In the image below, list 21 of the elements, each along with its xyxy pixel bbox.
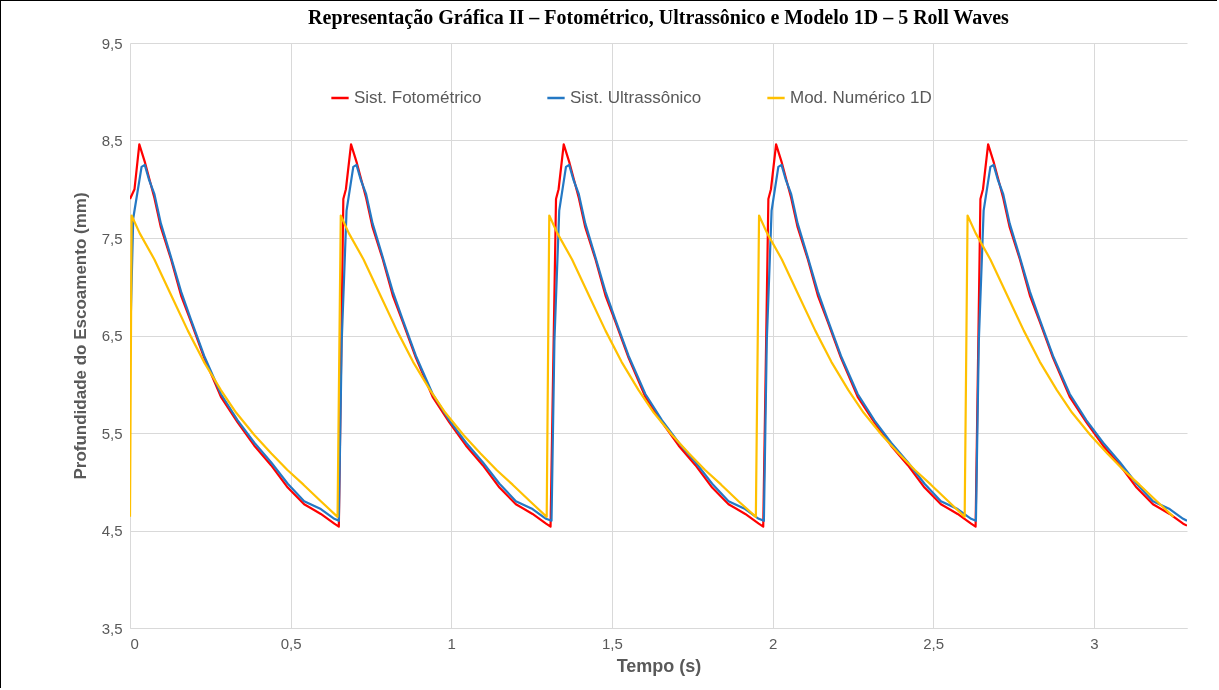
x-tick-label: 1,5 — [601, 634, 623, 652]
legend-label: Sist. Fotométrico — [354, 88, 482, 107]
line-series — [130, 214, 1175, 518]
y-tick-label: 4,5 — [101, 522, 123, 539]
y-tick-label: 5,5 — [101, 424, 123, 442]
x-tick-label: 2 — [768, 634, 778, 652]
chart-title: Representação Gráfica II – Fotométrico, Ultrassônico e Modelo 1D – 5 Roll Waves — [308, 6, 1010, 29]
y-tick-label: 7,5 — [101, 229, 123, 247]
y-axis-title: Profundidade do Escoamento (mm) — [70, 192, 90, 480]
y-tick-label: 3,5 — [101, 619, 123, 637]
x-tick-label: 2,5 — [923, 634, 945, 652]
legend-label: Sist. Ultrassônico — [570, 88, 702, 107]
x-axis-title: Tempo (s) — [616, 655, 702, 676]
y-tick-label: 6,5 — [101, 327, 123, 344]
y-tick-label: 8,5 — [101, 132, 123, 149]
x-tick-label: 0 — [130, 634, 139, 652]
x-tick-label: 0,5 — [280, 634, 302, 652]
y-tick-label: 9,5 — [101, 34, 123, 52]
x-tick-label: 3 — [1090, 634, 1099, 652]
x-tick-label: 1 — [447, 634, 456, 652]
legend-label: Mod. Numérico 1D — [790, 88, 932, 107]
